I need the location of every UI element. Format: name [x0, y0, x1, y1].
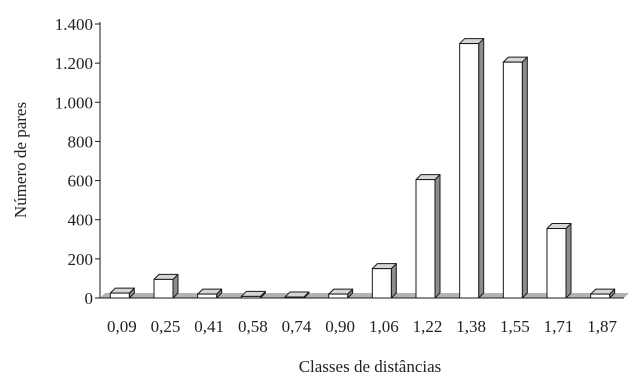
x-tick-label: 0,09: [107, 317, 137, 336]
x-tick-label: 1,55: [500, 317, 530, 336]
bar: [284, 291, 310, 299]
y-tick-label: 0: [85, 289, 94, 308]
y-axis-title: Número de pares: [11, 102, 30, 218]
y-tick-label: 1.400: [55, 15, 93, 34]
bar-top: [153, 273, 179, 280]
chart-floor-layer: [100, 293, 629, 298]
bar-side: [390, 263, 397, 299]
bar-front: [328, 293, 349, 299]
bar: [590, 288, 616, 299]
x-axis-title: Classes de distâncias: [299, 357, 442, 376]
x-tick-label: 0,58: [238, 317, 268, 336]
bar-side: [565, 223, 572, 299]
bar-front: [240, 295, 261, 299]
y-tick-label: 1.000: [55, 93, 93, 112]
bar-front: [197, 293, 218, 299]
bar: [546, 223, 572, 299]
bar: [109, 287, 135, 299]
bar-side: [478, 38, 485, 299]
bar-side: [434, 174, 441, 299]
y-tick-label: 200: [68, 250, 94, 269]
bar-top: [197, 288, 223, 295]
bar-top: [546, 223, 572, 230]
x-tick-label: 1,22: [413, 317, 443, 336]
bar-top: [240, 290, 266, 297]
x-tick-label: 1,06: [369, 317, 399, 336]
x-tick-label: 1,38: [456, 317, 486, 336]
bar-front: [371, 268, 392, 299]
bar-top: [371, 263, 397, 270]
bar-front: [109, 292, 130, 299]
y-tick-label: 1.200: [55, 54, 93, 73]
y-tick-labels: 0 200 400 600 800 1.000 1.200 1.400: [55, 15, 100, 308]
bar-front: [502, 61, 523, 299]
bar: [371, 263, 397, 299]
chart-bars: [109, 38, 616, 299]
bar: [240, 290, 266, 299]
bar-top: [328, 288, 354, 295]
bar-top: [502, 56, 528, 63]
bar: [153, 273, 179, 299]
y-tick-label: 400: [68, 211, 94, 230]
bar-top: [109, 287, 135, 294]
bar: [459, 38, 485, 299]
x-tick-label: 0,25: [151, 317, 181, 336]
chart-axes: [99, 22, 624, 299]
bar-side: [521, 56, 528, 299]
x-tick-label: 0,41: [194, 317, 224, 336]
bar-top: [415, 174, 441, 181]
bar-top: [590, 288, 616, 295]
x-tick-label: 0,90: [325, 317, 355, 336]
x-tick-label: 1,71: [544, 317, 574, 336]
bar: [502, 56, 528, 299]
bar: [328, 288, 354, 299]
bar-front: [546, 228, 567, 299]
bar-top: [284, 291, 310, 298]
chart-floor: [100, 293, 629, 298]
bar-front: [153, 278, 174, 299]
x-tick-label: 1,87: [587, 317, 617, 336]
bar: [415, 174, 441, 299]
x-tick-label: 0,74: [282, 317, 312, 336]
y-tick-label: 800: [68, 132, 94, 151]
bar-front: [415, 179, 436, 299]
bar-front: [459, 43, 480, 299]
x-tick-labels: 0,09 0,25 0,41 0,58 0,74 0,90 1,06 1,22 1,38 1,55…: [107, 317, 618, 336]
bar-front: [590, 293, 611, 299]
y-tick-label: 600: [68, 172, 94, 191]
bar-top: [459, 38, 485, 45]
bar: [197, 288, 223, 299]
bar-front: [284, 296, 305, 299]
